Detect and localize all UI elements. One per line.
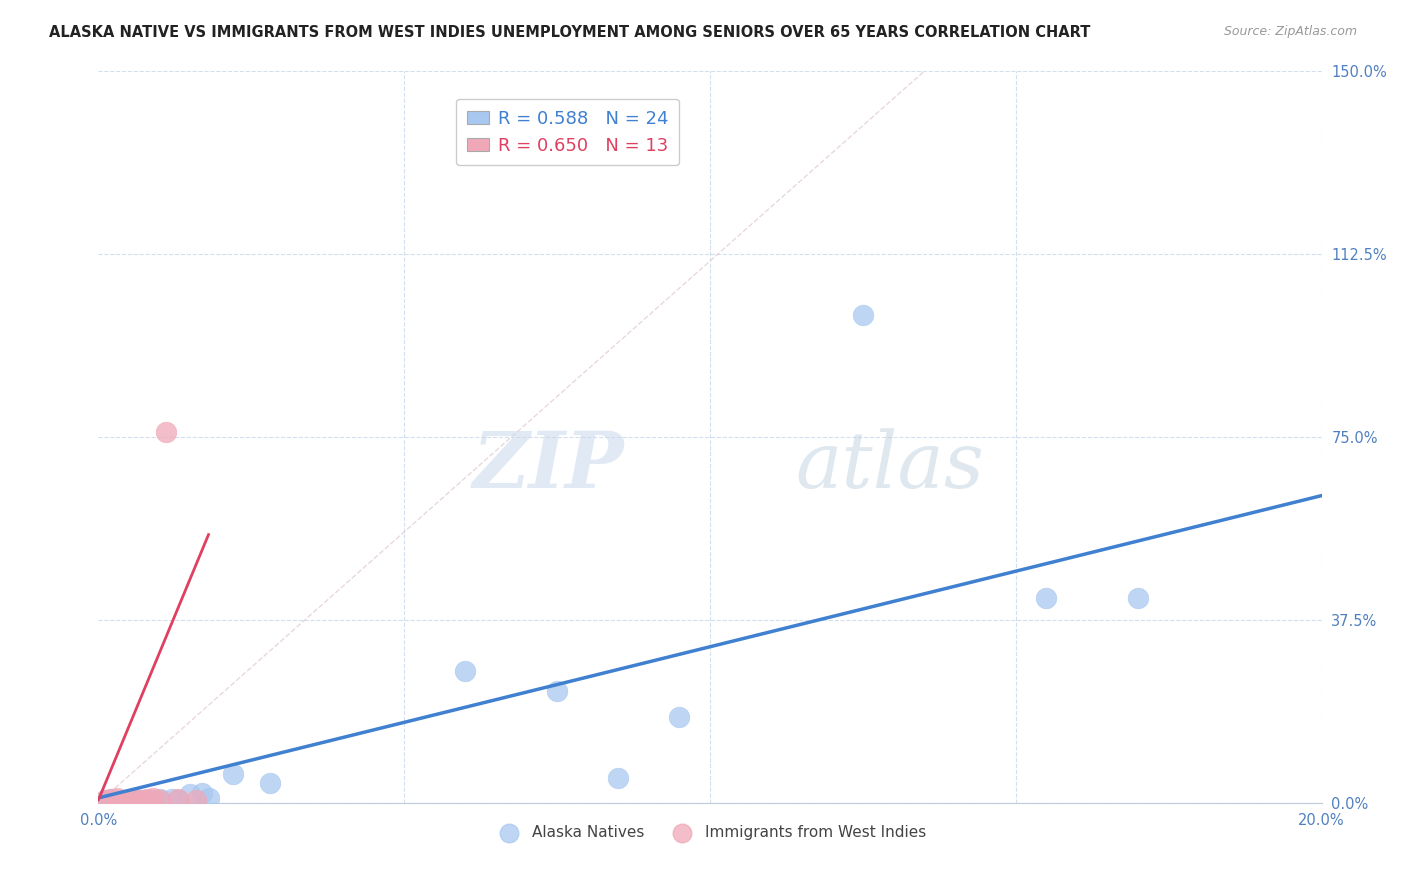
Point [100,792,122,806]
Point [160,792,183,806]
Point [124,793,146,807]
Point [186,793,208,807]
Point [129,793,152,807]
Point [105,791,128,805]
Point [668,710,690,724]
Point [129,793,152,807]
Point [111,793,134,807]
Text: Source: ZipAtlas.com: Source: ZipAtlas.com [1223,25,1357,38]
Point [149,793,172,807]
Point [93,793,115,807]
Text: ZIP: ZIP [472,428,624,505]
Point [259,776,281,790]
Point [105,793,128,807]
Point [167,792,190,806]
Point [607,772,630,786]
Point [1035,591,1057,605]
Text: atlas: atlas [796,428,984,505]
Point [93,793,115,807]
Point [118,792,141,806]
Point [546,683,568,698]
Point [191,786,214,800]
Point [167,793,190,807]
Point [111,793,134,807]
Text: ALASKA NATIVE VS IMMIGRANTS FROM WEST INDIES UNEMPLOYMENT AMONG SENIORS OVER 65 : ALASKA NATIVE VS IMMIGRANTS FROM WEST IN… [49,25,1091,40]
Point [852,308,875,322]
Point [1128,591,1150,605]
Point [179,787,201,801]
Point [155,425,177,440]
Point [222,766,245,780]
Legend: Alaska Natives, Immigrants from West Indies: Alaska Natives, Immigrants from West Ind… [488,819,932,847]
Point [454,664,477,678]
Point [100,792,122,806]
Point [149,792,172,806]
Point [118,793,141,807]
Point [142,791,165,805]
Point [136,792,159,806]
Point [124,792,146,806]
Point [197,791,219,805]
Point [136,793,159,807]
Point [142,793,165,807]
